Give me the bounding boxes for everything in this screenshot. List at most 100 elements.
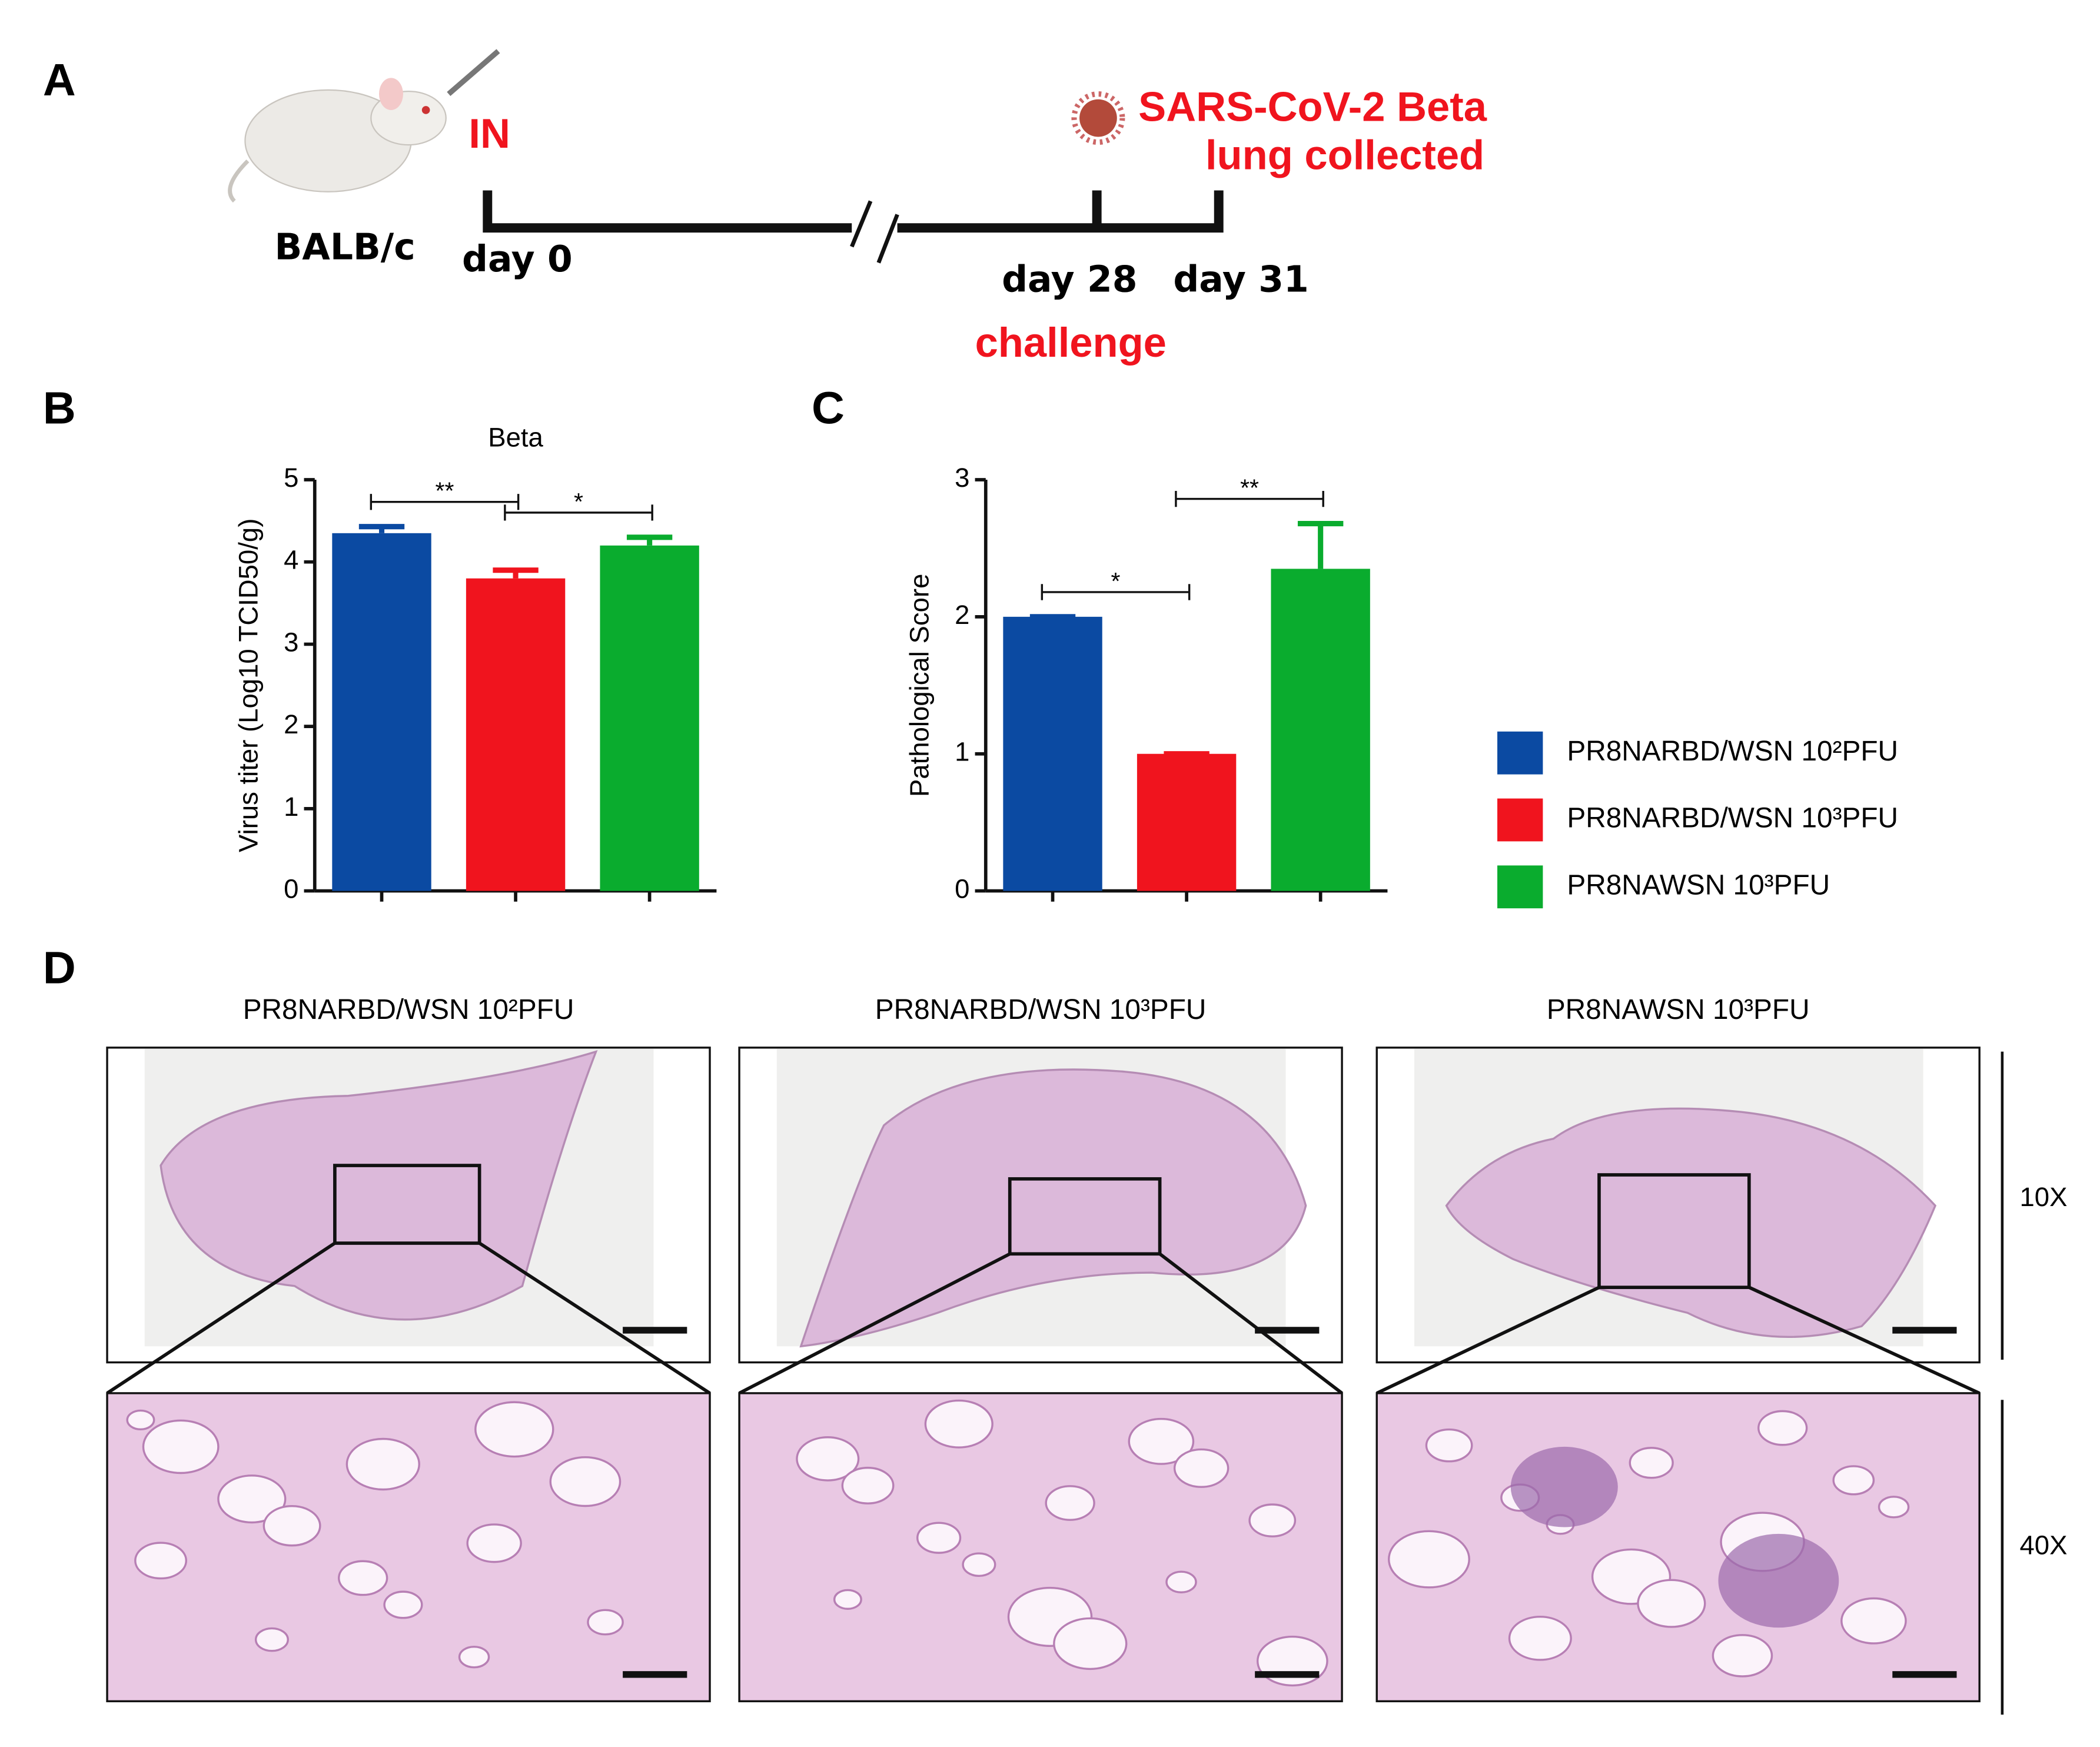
alveolar-space [549,1456,622,1507]
legend-label: PR8NARBD/WSN 10²PFU [1567,736,1898,767]
alveolar-space [1757,1410,1808,1446]
panel-label: C [812,383,845,433]
zoom-box [1008,1177,1162,1256]
lung-section [1445,1107,1937,1339]
alveolar-space [1878,1496,1910,1519]
y-tick-label: 0 [284,874,298,904]
panel-label: A [43,55,76,105]
alveolar-space [833,1589,862,1610]
y-tick-label: 2 [955,600,969,630]
legend-swatch [1497,731,1543,775]
zoom-box [1597,1173,1751,1289]
y-tick-label: 1 [955,737,969,767]
significance-label: * [574,488,583,515]
alveolar-space [962,1552,996,1577]
challenge-label: challenge [975,319,1167,366]
legend-label: PR8NAWSN 10³PFU [1567,869,1830,901]
alveolar-space [1165,1570,1197,1593]
y-tick-label: 4 [284,545,298,575]
bar [466,578,566,891]
bar [1271,569,1370,891]
alveolar-space [383,1590,423,1619]
panel-label: D [43,943,76,994]
significance-bracket [504,504,653,521]
alveolar-space [796,1436,860,1482]
alveolar-space [474,1401,554,1458]
y-tick-label: 5 [284,463,298,493]
bar [332,533,431,891]
zoom-lines [738,1252,1343,1395]
route-label: IN [468,110,510,157]
alveolar-space [916,1522,962,1554]
y-axis-label: Pathological Score [905,574,935,797]
y-tick-label: 1 [284,792,298,822]
day-label: day 0 [462,238,573,280]
alveolar-space [1045,1485,1095,1521]
virus-icon [1071,91,1125,145]
significance-bracket [1041,584,1191,600]
alveolar-space [1053,1617,1128,1670]
y-tick-label: 2 [284,709,298,739]
bar [1003,616,1102,891]
alveolar-space [345,1437,420,1491]
y-tick-label: 0 [955,874,969,904]
alveolar-space [1712,1634,1773,1678]
alveolar-space [126,1409,155,1431]
significance-label: * [1111,567,1121,594]
alveolar-space [1637,1579,1706,1628]
alveolar-space [841,1466,895,1504]
histology-title: PR8NAWSN 10³PFU [1547,994,1810,1025]
alveolar-space [1629,1447,1674,1479]
collect-label: lung collected [1205,132,1484,178]
strain-label: BALB/c [274,227,415,268]
alveolar-space [1425,1428,1473,1463]
alveolar-space [458,1645,490,1669]
alveolar-space [1128,1417,1195,1465]
alveolar-space [1840,1597,1907,1645]
infiltrate [1510,1446,1618,1527]
significance-bracket [1175,490,1324,507]
y-tick-label: 3 [284,627,298,657]
alveolar-space [1248,1503,1297,1537]
alveolar-space [587,1609,624,1636]
legend-swatch [1497,865,1543,909]
alveolar-space [1832,1465,1875,1496]
alveolar-space [1256,1635,1328,1687]
alveolar-space [262,1505,321,1547]
lung-section [799,1068,1307,1348]
alveolar-space [337,1560,388,1596]
y-axis-label: Virus titer (Log10 TCID50/g) [234,519,264,852]
significance-bracket [370,494,520,510]
alveolar-space [217,1474,287,1524]
histology-title: PR8NARBD/WSN 10³PFU [875,994,1207,1025]
y-tick-label: 3 [955,463,969,493]
alveolar-space [466,1523,522,1563]
zoom-lines [1376,1286,1981,1395]
bar [1137,753,1237,891]
day-label: day 31 [1173,258,1308,300]
mouse-icon [228,49,500,203]
lung-section [160,1049,598,1321]
alveolar-space [134,1542,188,1580]
alveolar-space [1387,1530,1470,1589]
zoom-lines [106,1241,711,1395]
legend-label: PR8NARBD/WSN 10³PFU [1567,803,1898,834]
virus-label: SARS-CoV-2 Beta [1138,84,1487,130]
timeline [483,190,1224,264]
magnification-label: 10X [2019,1182,2067,1212]
bar [600,545,699,891]
zoom-box [333,1164,481,1245]
magnification-label: 40X [2019,1530,2067,1560]
alveolar-space [142,1419,220,1474]
significance-label: ** [436,477,454,504]
histology-title: PR8NARBD/WSN 10²PFU [243,994,574,1025]
panel-label: B [43,383,76,433]
alveolar-space [254,1627,289,1652]
day-label: day 28 [1002,258,1137,300]
significance-label: ** [1240,474,1259,501]
legend-swatch [1497,798,1543,842]
histology-image [1375,1392,1981,1702]
alveolar-space [924,1399,993,1449]
